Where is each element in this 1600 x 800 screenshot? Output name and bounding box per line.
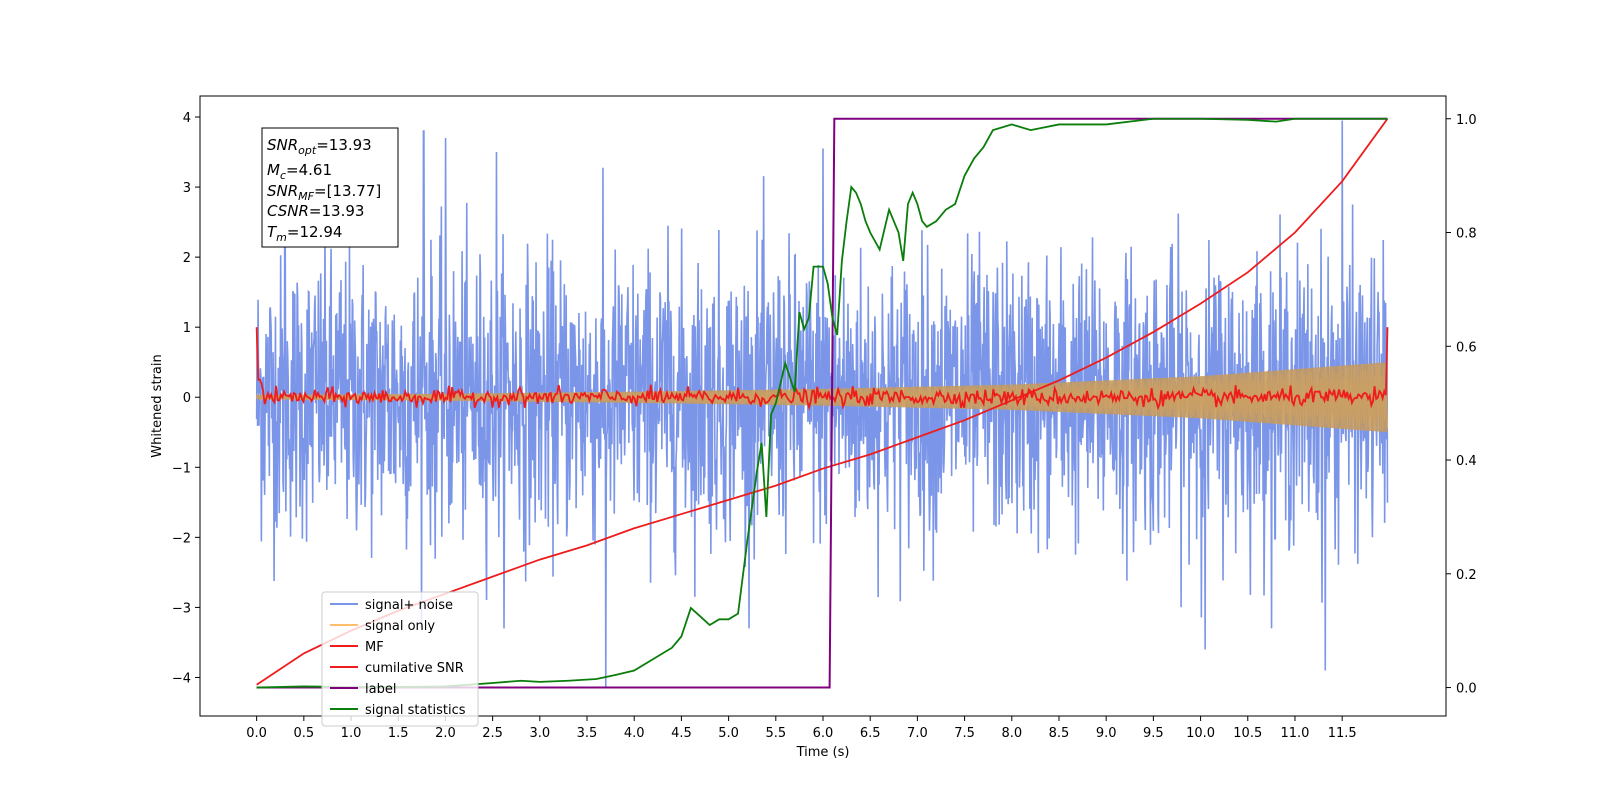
x-tick-label: 9.0 — [1096, 726, 1117, 741]
x-tick-label: 11.0 — [1280, 726, 1309, 741]
y-left-tick-label: 3 — [183, 181, 191, 196]
x-tick-label: 4.5 — [671, 726, 692, 741]
x-tick-label: 5.5 — [765, 726, 786, 741]
legend-label: MF — [365, 640, 384, 655]
x-tick-label: 1.5 — [388, 726, 409, 741]
x-tick-label: 2.0 — [435, 726, 456, 741]
legend-label: cumilative SNR — [365, 661, 464, 676]
y-left-tick-label: −1 — [172, 461, 191, 476]
y-right-tick-label: 0.2 — [1456, 568, 1477, 583]
y-right-tick-label: 0.6 — [1456, 340, 1477, 355]
x-tick-label: 3.5 — [577, 726, 598, 741]
x-tick-label: 10.0 — [1186, 726, 1215, 741]
legend: signal+ noise signal only MF cumilative SNR… — [321, 591, 479, 727]
x-tick-label: 6.0 — [813, 726, 834, 741]
x-tick-label: 8.5 — [1049, 726, 1070, 741]
x-tick-label: 5.0 — [718, 726, 739, 741]
info-mc: Mc=4.61 — [267, 161, 332, 182]
y-right-tick-label: 0.0 — [1456, 682, 1477, 697]
x-tick-label: 2.5 — [482, 726, 503, 741]
x-tick-label: 10.5 — [1233, 726, 1262, 741]
series-mf — [255, 327, 1389, 411]
y-left-axis: −4 −3 −2 −1 0 1 2 3 4 — [172, 111, 200, 686]
y-axis-label: Whitened strain — [150, 354, 165, 457]
info-snr-mf: SNRMF=[13.77] — [267, 182, 381, 203]
y-right-tick-label: 0.4 — [1456, 454, 1477, 469]
y-right-tick-label: 1.0 — [1456, 113, 1477, 128]
x-tick-label: 1.0 — [341, 726, 362, 741]
y-left-tick-label: 2 — [183, 251, 191, 266]
legend-label: signal only — [365, 619, 435, 634]
info-box: SNRopt=13.93 Mc=4.61 SNRMF=[13.77] CSNR=… — [261, 127, 399, 248]
y-left-tick-label: 1 — [183, 321, 191, 336]
series-signal-noise — [255, 120, 1389, 688]
y-left-tick-label: −3 — [172, 601, 191, 616]
x-tick-label: 0.5 — [293, 726, 314, 741]
x-tick-label: 11.5 — [1328, 726, 1357, 741]
x-tick-label: 8.0 — [1001, 726, 1022, 741]
x-axis-label: Time (s) — [796, 745, 850, 760]
x-tick-label: 0.0 — [246, 726, 267, 741]
info-tm: Tm=12.94 — [267, 223, 342, 244]
info-csnr: CSNR=13.93 — [267, 202, 364, 220]
legend-label: signal+ noise — [365, 598, 453, 613]
info-box-frame — [261, 127, 399, 248]
x-tick-label: 7.0 — [907, 726, 928, 741]
series-signal-statistics — [256, 117, 1388, 689]
y-right-tick-label: 0.8 — [1456, 227, 1477, 242]
legend-frame — [321, 591, 479, 727]
y-left-tick-label: 0 — [183, 391, 191, 406]
x-tick-label: 9.5 — [1143, 726, 1164, 741]
series-label — [256, 117, 1388, 689]
x-tick-label: 4.0 — [624, 726, 645, 741]
x-tick-label: 6.5 — [860, 726, 881, 741]
y-left-tick-label: 4 — [183, 111, 191, 126]
y-left-tick-label: −4 — [172, 671, 191, 686]
y-left-tick-label: −2 — [172, 531, 191, 546]
legend-label: label — [365, 682, 396, 697]
x-tick-label: 3.0 — [529, 726, 550, 741]
legend-label: signal statistics — [365, 703, 466, 718]
x-axis: 0.0 0.5 1.0 1.5 2.0 2.5 3.0 3.5 4.0 4.5 5.0 5.5 6.0 6… — [246, 716, 1357, 741]
info-snr-opt: SNRopt=13.93 — [267, 136, 372, 157]
y-right-axis: 0.0 0.2 0.4 0.6 0.8 1.0 — [1446, 113, 1477, 697]
x-tick-label: 7.5 — [954, 726, 975, 741]
